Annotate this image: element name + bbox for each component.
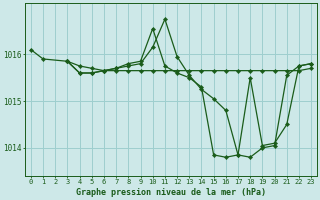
X-axis label: Graphe pression niveau de la mer (hPa): Graphe pression niveau de la mer (hPa) bbox=[76, 188, 266, 197]
